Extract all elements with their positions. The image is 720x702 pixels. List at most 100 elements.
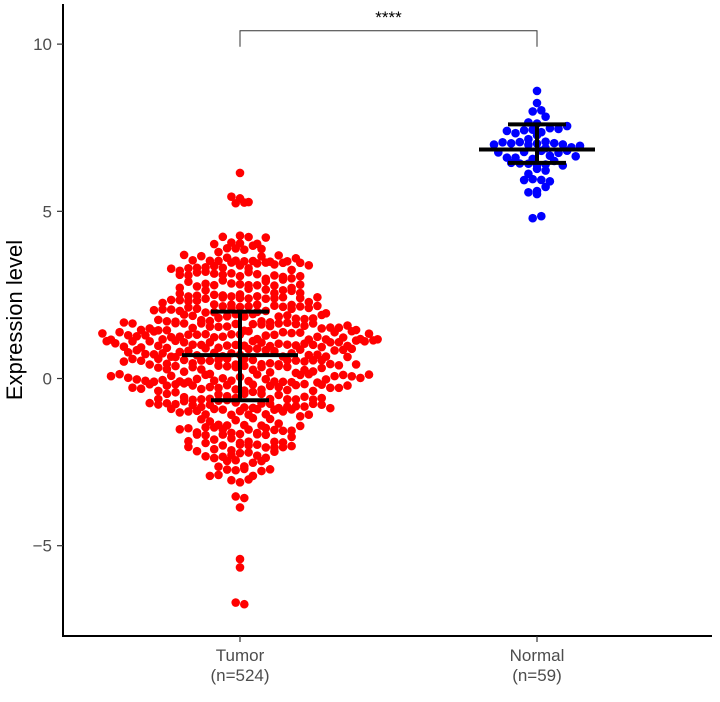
- data-point: [528, 174, 537, 184]
- data-point: [252, 259, 262, 268]
- data-point: [295, 280, 305, 290]
- data-point: [317, 393, 327, 403]
- data-point: [300, 392, 309, 402]
- x-tick-count-label: (n=59): [512, 666, 562, 685]
- data-point: [360, 337, 370, 346]
- data-point: [209, 300, 219, 309]
- data-point: [222, 465, 232, 474]
- data-point: [252, 280, 262, 290]
- data-point: [98, 329, 107, 338]
- data-point: [278, 327, 288, 337]
- data-point: [218, 441, 228, 450]
- data-point: [209, 453, 219, 463]
- data-point: [171, 379, 180, 389]
- data-point: [192, 446, 202, 456]
- stats-layer: [182, 122, 595, 403]
- data-point: [218, 430, 228, 439]
- data-point: [295, 412, 305, 421]
- data-point: [179, 250, 189, 260]
- data-point: [209, 423, 219, 432]
- data-point: [300, 321, 309, 331]
- data-point: [179, 396, 189, 406]
- data-point: [240, 389, 249, 399]
- data-point: [145, 360, 154, 369]
- data-point: [106, 371, 116, 381]
- data-point: [188, 323, 197, 333]
- data-point: [179, 355, 189, 365]
- data-point: [222, 361, 232, 371]
- data-point: [115, 327, 124, 337]
- data-point: [287, 426, 296, 435]
- data-point: [498, 137, 507, 147]
- data-point: [227, 269, 236, 278]
- data-point: [240, 245, 249, 254]
- data-point: [162, 364, 172, 374]
- data-point: [227, 330, 236, 339]
- data-point: [291, 395, 301, 404]
- data-point: [244, 267, 253, 277]
- data-point: [214, 462, 223, 471]
- data-point: [252, 292, 262, 301]
- data-point: [287, 286, 296, 296]
- data-point: [175, 289, 185, 298]
- data-point: [192, 374, 202, 384]
- data-point: [205, 356, 215, 366]
- data-point: [175, 295, 185, 305]
- data-point: [317, 380, 327, 389]
- data-point: [115, 369, 124, 379]
- data-point: [214, 322, 223, 332]
- data-point: [295, 328, 305, 337]
- data-point: [240, 464, 249, 474]
- y-axis-title: Expression level: [2, 240, 27, 400]
- data-point: [166, 404, 176, 414]
- data-point: [347, 372, 357, 381]
- data-point: [274, 339, 284, 349]
- data-point: [558, 140, 568, 149]
- data-point: [257, 456, 266, 466]
- data-point: [184, 442, 193, 452]
- data-point: [257, 252, 266, 261]
- data-point: [214, 390, 223, 399]
- data-point: [231, 319, 240, 329]
- data-point: [201, 452, 210, 461]
- data-point: [257, 362, 266, 372]
- data-point: [278, 302, 288, 312]
- data-point: [347, 326, 357, 336]
- data-point: [123, 373, 133, 383]
- data-point: [175, 424, 185, 434]
- data-point: [171, 361, 180, 371]
- data-point: [149, 305, 159, 315]
- data-point: [214, 470, 223, 480]
- data-point: [128, 383, 137, 392]
- data-point: [192, 430, 202, 439]
- data-point: [235, 554, 245, 564]
- data-point: [197, 251, 206, 261]
- data-point: [231, 244, 240, 253]
- data-point: [524, 188, 533, 197]
- data-point: [274, 312, 284, 321]
- data-point: [244, 441, 253, 450]
- data-point: [248, 241, 258, 251]
- data-point: [274, 319, 284, 328]
- data-point: [300, 379, 309, 389]
- data-point: [244, 448, 253, 457]
- data-point: [304, 297, 314, 307]
- data-point: [175, 270, 185, 280]
- data-point: [119, 318, 129, 327]
- data-point: [300, 339, 309, 348]
- data-point: [128, 354, 137, 364]
- data-point: [244, 425, 253, 434]
- data-point: [222, 380, 232, 390]
- data-point: [184, 303, 193, 312]
- data-point: [166, 305, 176, 314]
- x-tick-label: Tumor: [216, 646, 265, 665]
- data-point: [248, 380, 258, 389]
- data-point: [184, 277, 193, 287]
- data-point: [261, 277, 271, 286]
- y-tick-label: −5: [33, 537, 52, 556]
- data-point: [257, 244, 266, 254]
- data-point: [218, 373, 228, 383]
- axes-layer: [62, 4, 712, 637]
- data-point: [141, 349, 150, 359]
